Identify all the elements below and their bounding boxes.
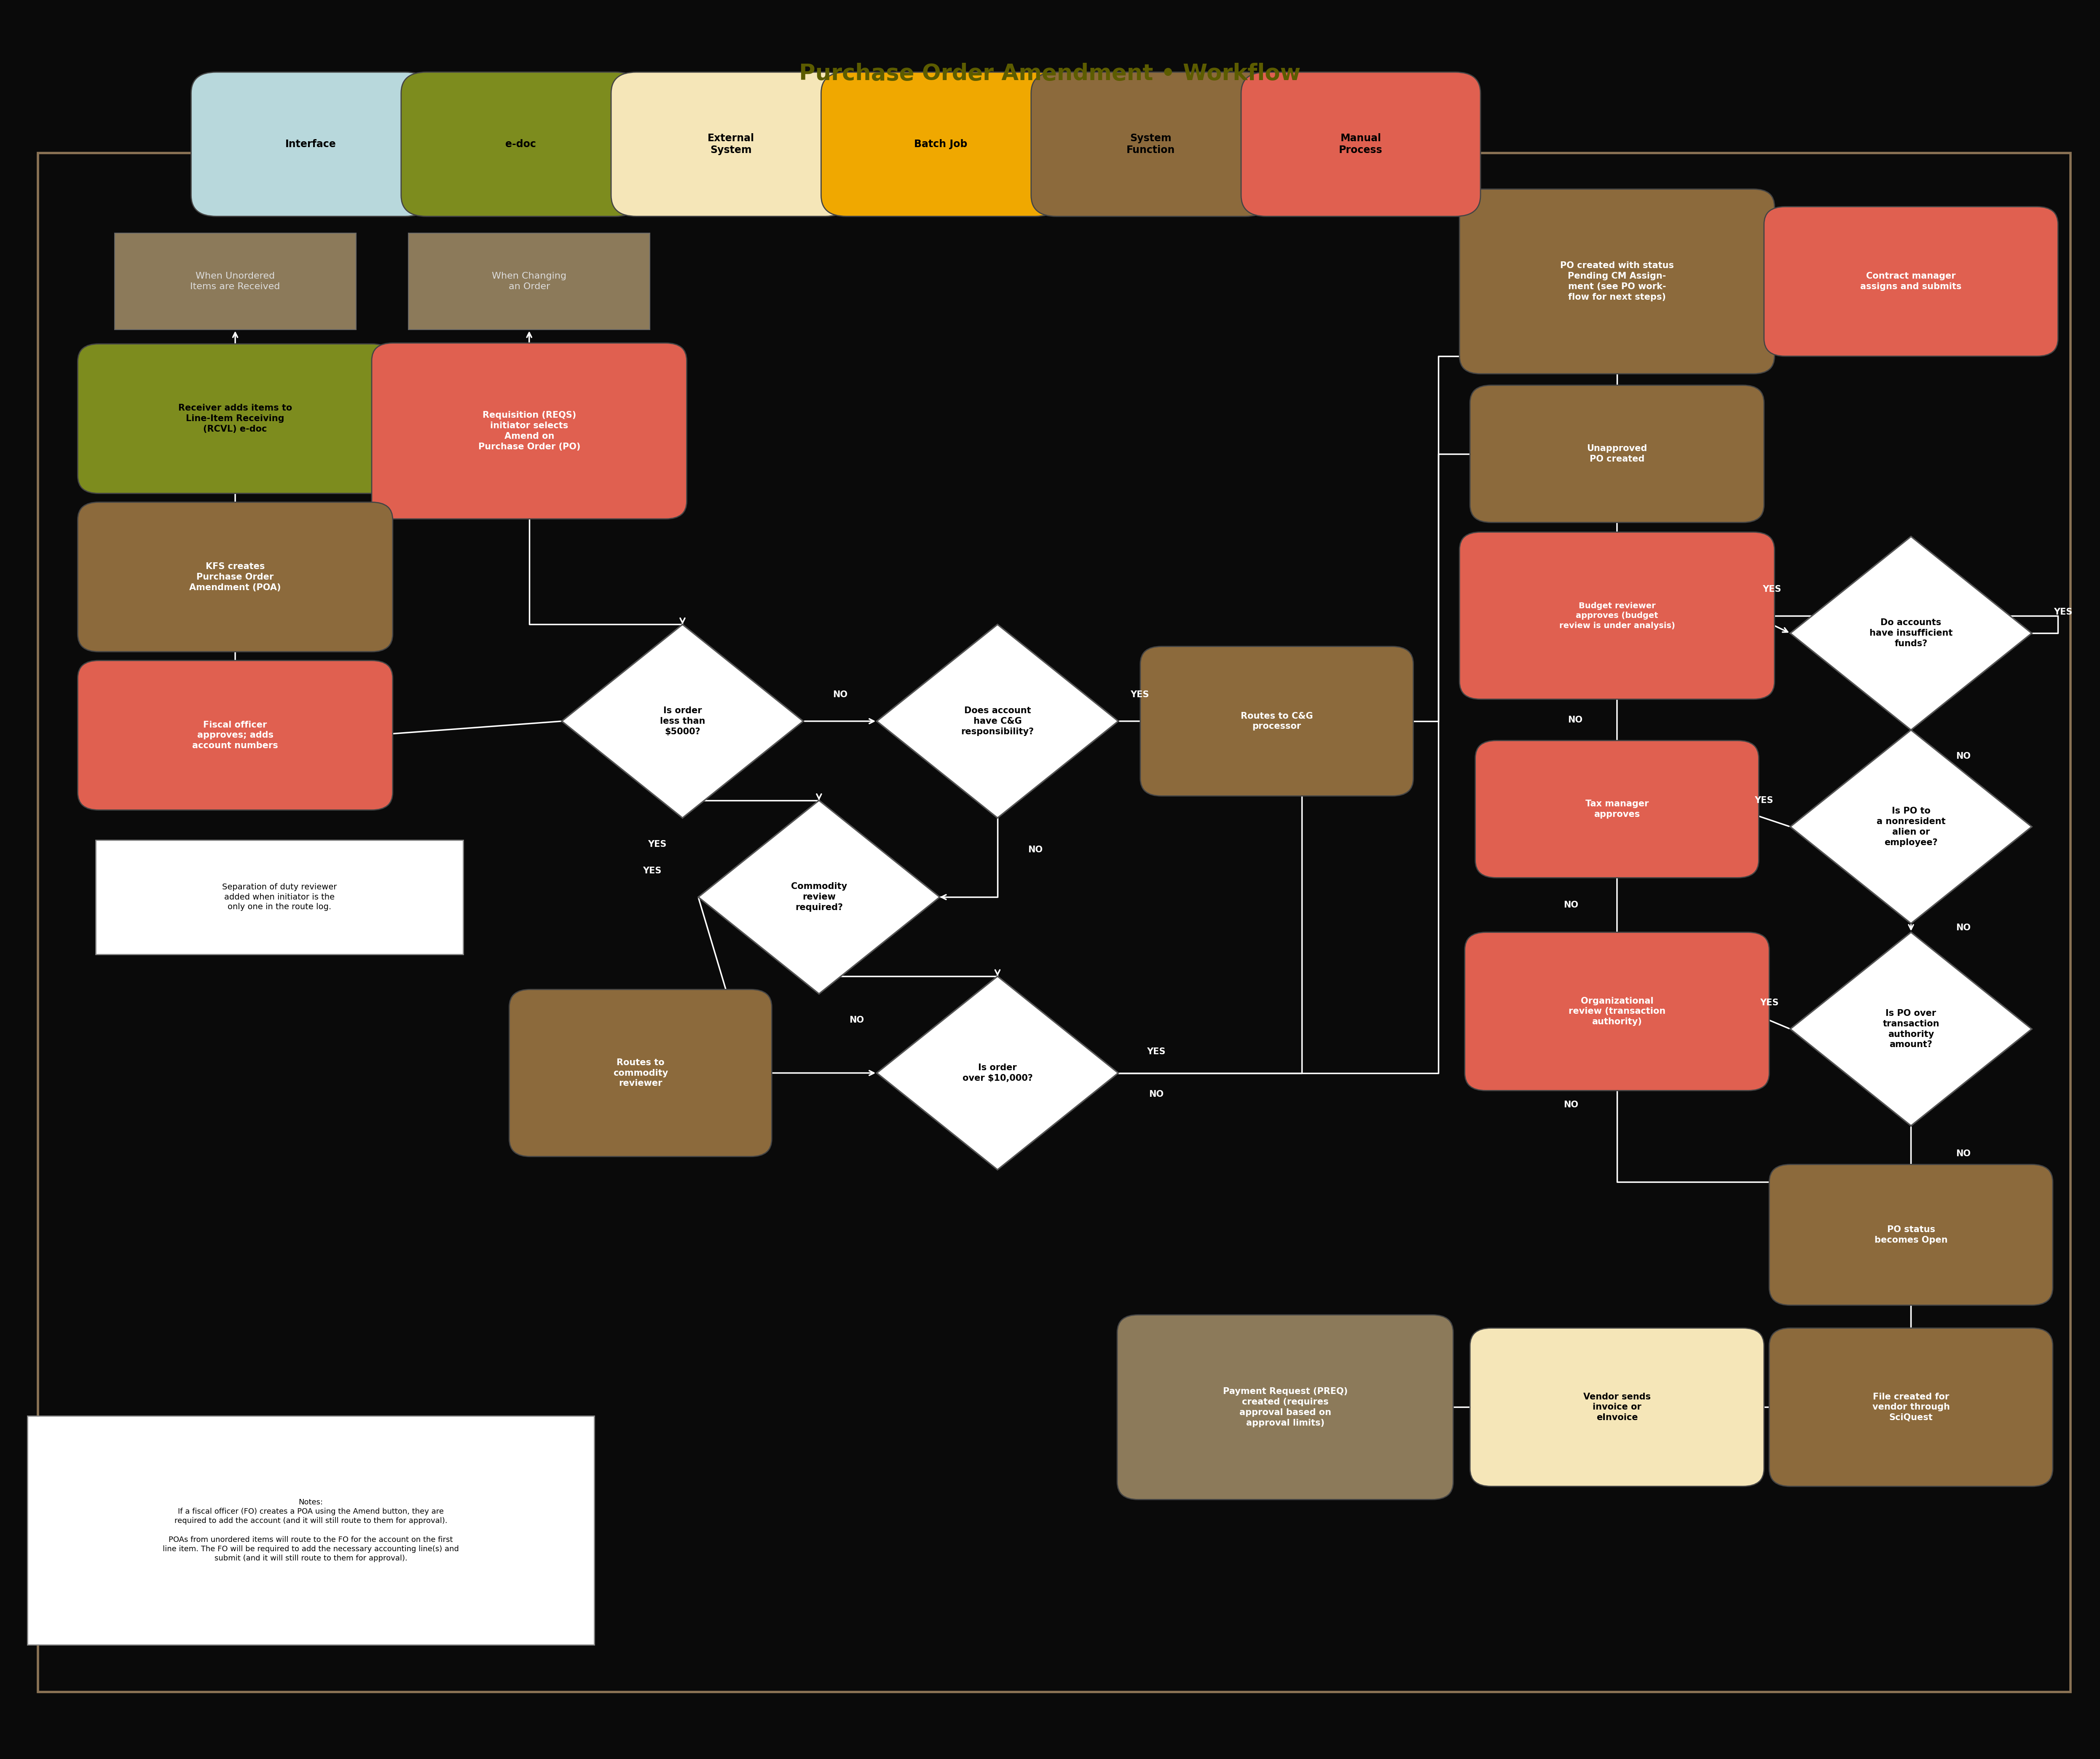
Text: When Changing
an Order: When Changing an Order — [491, 273, 567, 290]
Text: External
System: External System — [708, 134, 754, 155]
Text: NO: NO — [848, 1017, 865, 1024]
Bar — [407, 234, 651, 331]
FancyBboxPatch shape — [1764, 208, 2058, 357]
Polygon shape — [697, 800, 941, 994]
Text: Organizational
review (transaction
authority): Organizational review (transaction autho… — [1569, 997, 1665, 1025]
Text: Fiscal officer
approves; adds
account numbers: Fiscal officer approves; adds account nu… — [193, 721, 277, 749]
Text: When Unordered
Items are Received: When Unordered Items are Received — [191, 273, 279, 290]
FancyBboxPatch shape — [78, 503, 393, 653]
Text: NO: NO — [1567, 716, 1583, 725]
Polygon shape — [876, 624, 1117, 818]
Text: YES: YES — [1760, 999, 1779, 1006]
FancyBboxPatch shape — [1768, 1164, 2054, 1305]
Polygon shape — [1791, 536, 2031, 730]
Text: Manual
Process: Manual Process — [1340, 134, 1382, 155]
FancyBboxPatch shape — [372, 343, 687, 519]
Text: Notes:
If a fiscal officer (FO) creates a POA using the Amend button, they are
r: Notes: If a fiscal officer (FO) creates … — [162, 1499, 460, 1562]
Text: Is order
over $10,000?: Is order over $10,000? — [962, 1064, 1033, 1082]
Text: Separation of duty reviewer
added when initiator is the
only one in the route lo: Separation of duty reviewer added when i… — [223, 883, 336, 911]
FancyBboxPatch shape — [1117, 1316, 1453, 1499]
Text: Is PO over
transaction
authority
amount?: Is PO over transaction authority amount? — [1884, 1010, 1938, 1048]
FancyBboxPatch shape — [1470, 1328, 1764, 1486]
Text: Tax manager
approves: Tax manager approves — [1586, 800, 1648, 818]
Text: PO status
becomes Open: PO status becomes Open — [1875, 1226, 1947, 1244]
Text: NO: NO — [1955, 923, 1972, 932]
Text: e-doc: e-doc — [506, 139, 536, 150]
FancyBboxPatch shape — [1241, 72, 1480, 216]
Text: YES: YES — [649, 841, 666, 848]
Text: Does account
have C&G
responsibility?: Does account have C&G responsibility? — [962, 707, 1033, 735]
Text: NO: NO — [832, 691, 848, 698]
FancyBboxPatch shape — [401, 72, 640, 216]
Text: NO: NO — [1955, 753, 1972, 760]
Text: Receiver adds items to
Line-Item Receiving
(RCVL) e-doc: Receiver adds items to Line-Item Receivi… — [178, 405, 292, 433]
FancyBboxPatch shape — [78, 661, 393, 811]
Text: YES: YES — [1756, 797, 1772, 804]
Bar — [27, 1416, 594, 1645]
FancyBboxPatch shape — [1470, 385, 1764, 522]
FancyBboxPatch shape — [1466, 932, 1768, 1091]
Text: Do accounts
have insufficient
funds?: Do accounts have insufficient funds? — [1869, 619, 1953, 647]
Polygon shape — [876, 976, 1117, 1170]
Text: YES: YES — [1147, 1048, 1166, 1055]
Bar — [116, 234, 357, 331]
Text: Interface: Interface — [286, 139, 336, 150]
Text: KFS creates
Purchase Order
Amendment (POA): KFS creates Purchase Order Amendment (PO… — [189, 563, 281, 591]
FancyBboxPatch shape — [510, 990, 773, 1157]
Text: YES: YES — [643, 867, 662, 874]
Text: NO: NO — [1027, 846, 1044, 853]
Text: Is PO to
a nonresident
alien or
employee?: Is PO to a nonresident alien or employee… — [1877, 807, 1945, 846]
Text: Unapproved
PO created: Unapproved PO created — [1588, 445, 1646, 463]
FancyBboxPatch shape — [611, 72, 851, 216]
Polygon shape — [563, 624, 802, 818]
Text: Batch Job: Batch Job — [914, 139, 968, 150]
Text: File created for
vendor through
SciQuest: File created for vendor through SciQuest — [1873, 1393, 1949, 1421]
FancyBboxPatch shape — [1460, 190, 1774, 375]
Text: Routes to C&G
processor: Routes to C&G processor — [1241, 712, 1312, 730]
Text: Vendor sends
invoice or
eInvoice: Vendor sends invoice or eInvoice — [1583, 1393, 1651, 1421]
FancyBboxPatch shape — [1768, 1328, 2054, 1486]
Text: NO: NO — [1562, 901, 1579, 909]
Text: Is order
less than
$5000?: Is order less than $5000? — [659, 707, 706, 735]
Text: Payment Request (PREQ)
created (requires
approval based on
approval limits): Payment Request (PREQ) created (requires… — [1222, 1388, 1348, 1427]
FancyBboxPatch shape — [821, 72, 1060, 216]
Text: Purchase Order Amendment • Workflow: Purchase Order Amendment • Workflow — [800, 63, 1300, 84]
Text: YES: YES — [1762, 586, 1781, 593]
Text: NO: NO — [1955, 1150, 1972, 1157]
Text: NO: NO — [1149, 1091, 1163, 1098]
Text: Routes to
commodity
reviewer: Routes to commodity reviewer — [613, 1059, 668, 1087]
FancyBboxPatch shape — [1460, 533, 1774, 700]
FancyBboxPatch shape — [78, 345, 393, 494]
Text: YES: YES — [2054, 609, 2073, 616]
FancyBboxPatch shape — [1140, 647, 1413, 797]
Text: System
Function: System Function — [1126, 134, 1176, 155]
FancyBboxPatch shape — [1474, 741, 1758, 878]
Text: PO created with status
Pending CM Assign-
ment (see PO work-
flow for next steps: PO created with status Pending CM Assign… — [1560, 262, 1674, 301]
Text: NO: NO — [1562, 1101, 1579, 1108]
Bar — [97, 841, 464, 955]
Text: Commodity
review
required?: Commodity review required? — [792, 883, 846, 911]
Polygon shape — [1791, 730, 2031, 923]
FancyBboxPatch shape — [191, 72, 430, 216]
Polygon shape — [1791, 932, 2031, 1126]
Text: YES: YES — [1130, 691, 1149, 698]
FancyBboxPatch shape — [1031, 72, 1270, 216]
Text: Requisition (REQS)
initiator selects
Amend on
Purchase Order (PO): Requisition (REQS) initiator selects Ame… — [479, 412, 580, 450]
Text: Budget reviewer
approves (budget
review is under analysis): Budget reviewer approves (budget review … — [1558, 602, 1676, 630]
Text: Contract manager
assigns and submits: Contract manager assigns and submits — [1861, 273, 1961, 290]
